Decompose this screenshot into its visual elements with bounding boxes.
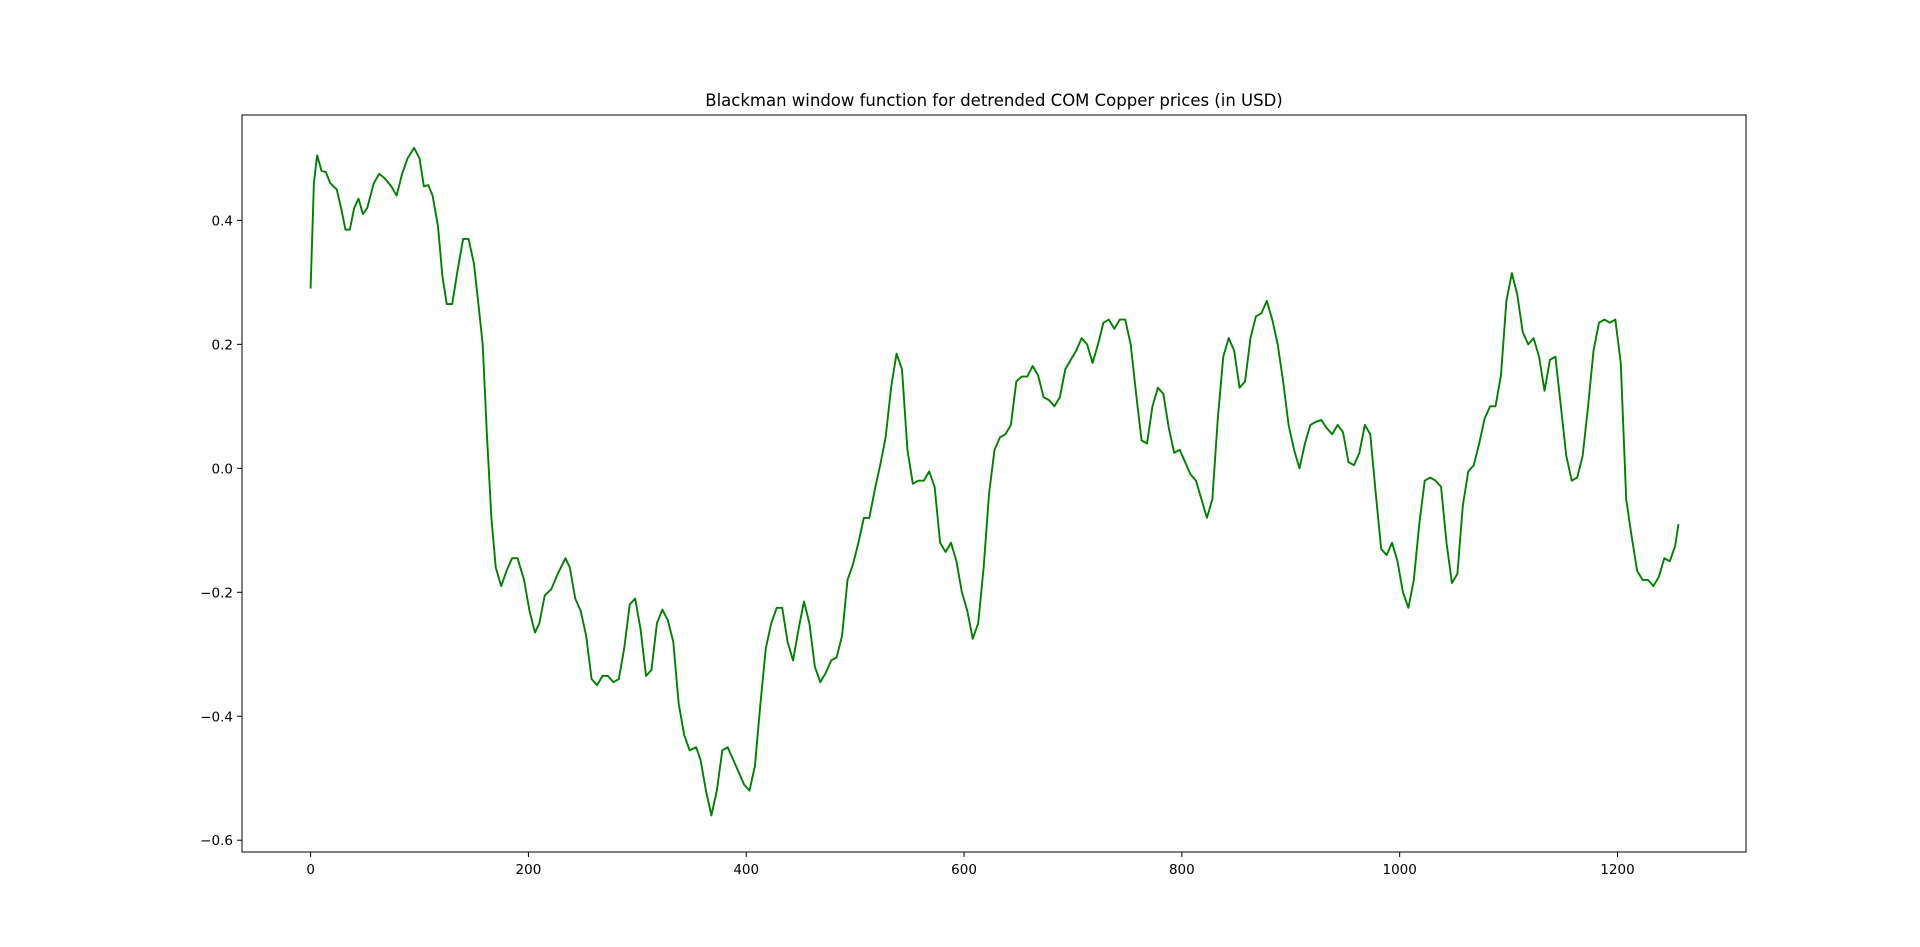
y-tick-label: −0.4	[200, 709, 233, 725]
x-tick-label: 1200	[1600, 862, 1634, 878]
y-tick-label: 0.0	[212, 461, 233, 477]
y-tick-label: −0.6	[200, 833, 233, 849]
plot-frame	[241, 114, 1747, 853]
x-axis: 0 200 400 600 800 1000 1200	[306, 852, 1635, 878]
chart-title: Blackman window function for detrended C…	[705, 91, 1282, 110]
y-axis: −0.6 −0.4 −0.2 0.0 0.2 0.4	[200, 213, 242, 849]
y-tick-label: 0.4	[212, 213, 233, 229]
series-layer	[309, 146, 1680, 817]
plot-area-background	[242, 115, 1746, 852]
x-tick-label: 800	[1169, 862, 1195, 878]
x-tick-label: 1000	[1382, 862, 1416, 878]
y-tick-label: −0.2	[200, 585, 233, 601]
x-tick-label: 600	[951, 862, 977, 878]
x-tick-label: 400	[733, 862, 759, 878]
x-tick-label: 0	[306, 862, 315, 878]
y-tick-label: 0.2	[212, 337, 233, 353]
series-line-0	[309, 146, 1680, 817]
x-tick-label: 200	[516, 862, 542, 878]
